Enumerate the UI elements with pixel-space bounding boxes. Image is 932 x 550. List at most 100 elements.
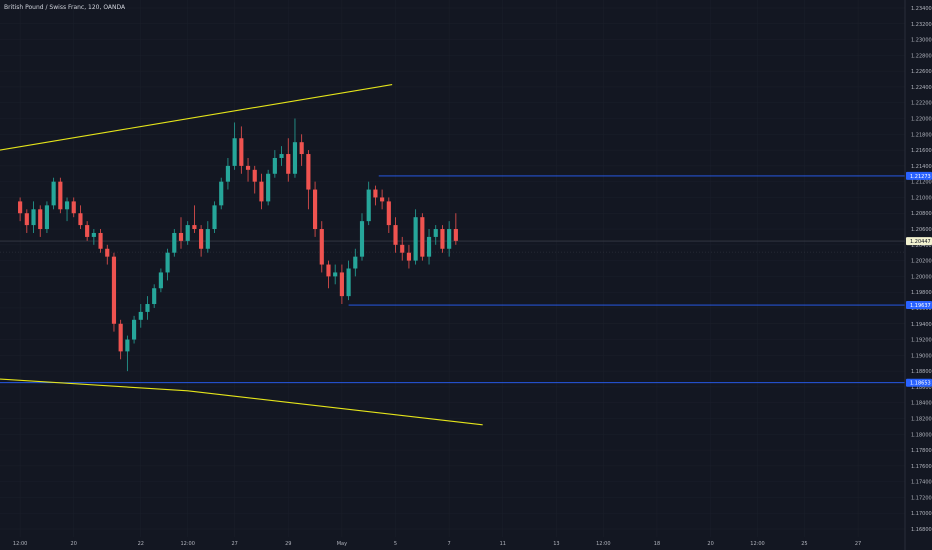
candle-body: [353, 256, 358, 269]
price-tick-label: 1.17400: [911, 480, 932, 486]
candle: [18, 197, 23, 222]
candle: [152, 284, 157, 308]
level-price-tag: 1.19637: [906, 301, 932, 310]
candle: [279, 146, 284, 166]
candle-body: [406, 252, 412, 261]
price-tick-label: 1.23200: [911, 22, 932, 28]
time-tick-label: 13: [553, 541, 559, 547]
level-price-tag: 1.18653: [906, 378, 932, 387]
horizontal-levels[interactable]: [0, 175, 905, 384]
candle: [353, 248, 358, 277]
time-tick-label: 7: [448, 541, 451, 547]
level-tag-label: 1.18653: [910, 381, 931, 387]
candle-body: [145, 304, 150, 312]
candle: [386, 197, 391, 233]
price-tick-label: 1.21600: [911, 148, 932, 154]
candle: [125, 335, 130, 372]
candle: [286, 138, 291, 182]
candle-body: [24, 213, 29, 226]
candle: [252, 165, 257, 194]
price-tick-label: 1.17200: [911, 495, 932, 501]
candle: [259, 173, 264, 210]
price-tick-label: 1.22800: [911, 53, 932, 59]
candle: [158, 268, 163, 293]
candle-body: [31, 209, 36, 226]
price-tick-label: 1.20000: [911, 274, 932, 280]
candle-body: [400, 244, 405, 253]
candle-body: [420, 217, 425, 257]
candle-body: [192, 225, 197, 230]
candle-body: [152, 288, 157, 305]
current-price-label: 1.20447: [910, 239, 931, 245]
candle-body: [413, 217, 418, 261]
candle: [359, 213, 365, 261]
candle: [78, 205, 83, 230]
time-tick-label: 25: [801, 541, 807, 547]
candles: [18, 118, 458, 372]
candle-body: [299, 142, 304, 155]
price-tick-label: 1.21800: [911, 132, 932, 138]
candle-body: [239, 138, 244, 166]
candle: [105, 244, 110, 265]
candle-body: [252, 169, 257, 182]
candle: [453, 213, 458, 245]
price-tick-label: 1.19400: [911, 322, 932, 328]
time-tick-label: 12:00: [596, 541, 610, 547]
candle: [219, 177, 224, 210]
candle-body: [426, 236, 432, 257]
candle-body: [38, 209, 43, 230]
candle: [225, 157, 231, 190]
level-tag-label: 1.21273: [910, 174, 931, 180]
candle: [131, 315, 137, 344]
trendline-lower[interactable]: [0, 378, 483, 426]
candle-body: [71, 201, 76, 214]
candle-body: [111, 256, 117, 324]
price-tick-label: 1.19200: [911, 338, 932, 344]
price-tick-label: 1.20800: [911, 211, 932, 217]
candle: [406, 244, 412, 269]
candle-body: [359, 221, 365, 257]
candle: [319, 221, 324, 273]
current-price-tag: 1.20447: [906, 237, 932, 246]
time-tick-label: 5: [394, 541, 397, 547]
trendlines[interactable]: [0, 84, 483, 426]
candle-body: [138, 311, 143, 320]
time-tick-label: 27: [855, 541, 861, 547]
candle-body: [386, 201, 391, 226]
candle: [433, 225, 438, 245]
price-tick-label: 1.20200: [911, 259, 932, 265]
candle: [38, 205, 43, 237]
trendline-upper[interactable]: [0, 84, 393, 151]
candle-body: [165, 252, 170, 273]
price-tags: 1.21273 1.19637 1.18653 1.20447: [906, 171, 932, 387]
time-axis[interactable]: 12:00 20 22 12:00 27 29 May 5 7 11 13 12:00 18 20 12:0…: [13, 541, 861, 547]
candle: [192, 205, 197, 233]
time-tick-label: May: [337, 541, 347, 547]
candle: [185, 221, 190, 245]
price-tick-label: 1.19000: [911, 353, 932, 359]
time-tick-label: 27: [231, 541, 237, 547]
price-tick-label: 1.21200: [911, 180, 932, 186]
candle: [111, 252, 117, 332]
candle-body: [373, 189, 378, 198]
candle: [245, 157, 251, 182]
candle: [333, 264, 338, 285]
candle: [266, 169, 271, 206]
price-tick-label: 1.22000: [911, 117, 932, 123]
candle: [426, 229, 432, 265]
candle-body: [91, 232, 96, 237]
candle: [98, 229, 103, 253]
candle: [366, 181, 371, 226]
candle-body: [212, 205, 217, 230]
price-tick-label: 1.23000: [911, 38, 932, 44]
candle: [212, 201, 217, 233]
candle: [145, 296, 150, 320]
candle: [447, 221, 452, 257]
time-tick-label: 12:00: [750, 541, 764, 547]
candle-body: [393, 225, 398, 245]
price-tick-label: 1.18200: [911, 416, 932, 422]
level-tag-box: [906, 171, 932, 180]
candle-body: [172, 232, 177, 253]
candle-body: [333, 272, 338, 277]
